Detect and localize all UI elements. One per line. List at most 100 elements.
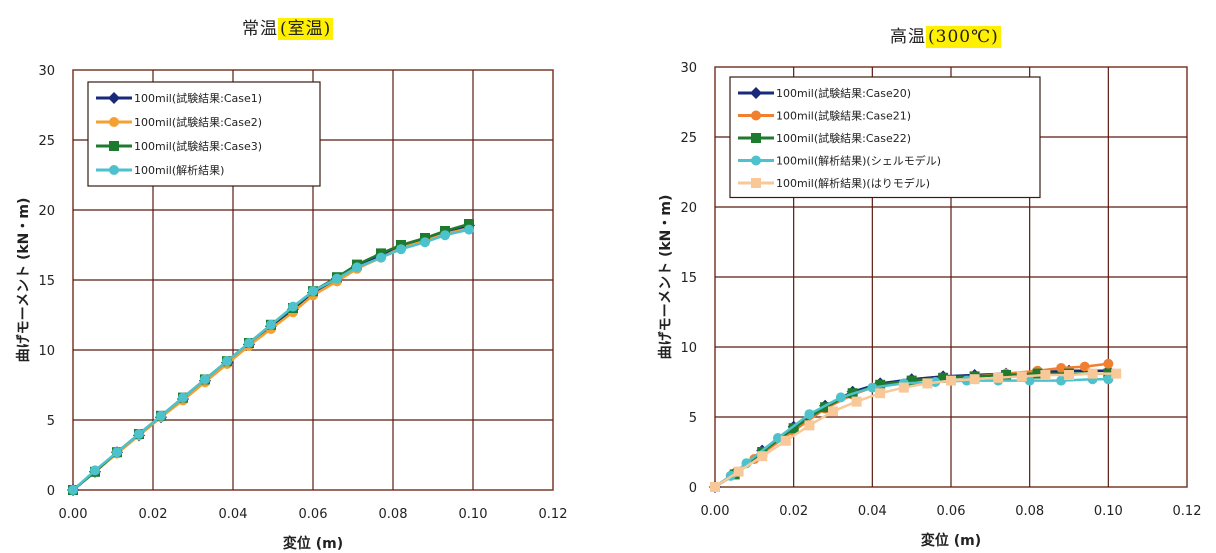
y-tick-label: 30 [38, 64, 55, 79]
legend-label: 100mil(解析結果)(はりモデル) [776, 176, 930, 190]
y-tick-label: 30 [680, 61, 697, 76]
series-4 [68, 224, 474, 495]
data-point [875, 388, 886, 399]
legend-item: 100mil(試験結果:Case21) [738, 109, 911, 123]
x-tick-label: 0.02 [779, 504, 808, 519]
legend-item: 100mil(試験結果:Case22) [738, 131, 911, 145]
data-point [308, 286, 318, 297]
x-tick-label: 0.10 [1094, 504, 1123, 519]
legend-item: 100mil(試験結果:Case3) [96, 139, 262, 153]
x-tick-label: 0.12 [1173, 504, 1202, 519]
legend-label: 100mil(試験結果:Case22) [776, 131, 911, 145]
data-point [906, 375, 917, 386]
data-point [898, 382, 909, 393]
chart-title: 常温 (室温) [242, 14, 334, 40]
data-point [804, 409, 815, 420]
x-axis-label: 変位 (m) [283, 535, 343, 552]
legend-box [729, 76, 1041, 199]
data-point [200, 374, 210, 385]
data-point [969, 374, 980, 385]
data-point [156, 410, 166, 421]
chart-title-highlight: (300℃) [926, 26, 1001, 48]
data-point [440, 230, 450, 241]
data-point [804, 420, 815, 431]
data-point [1103, 358, 1114, 369]
data-point [376, 252, 386, 263]
data-point [464, 219, 474, 229]
data-point [1040, 370, 1051, 380]
legend-marker [751, 155, 761, 166]
data-point [112, 447, 122, 458]
legend-label: 100mil(解析結果)(シェルモデル) [776, 154, 941, 168]
data-point [993, 372, 1004, 383]
legend-item: 100mil(試験結果:Case2) [96, 115, 262, 129]
legend-item: 100mil(解析結果)(シェルモデル) [738, 154, 941, 168]
y-tick-label: 25 [680, 131, 697, 146]
data-point [733, 466, 744, 477]
data-point [222, 356, 232, 367]
x-tick-label: 0.04 [219, 507, 248, 522]
y-axis-label: 曲げモーメント (kN・m) [657, 195, 674, 360]
data-point [1032, 368, 1043, 379]
legend-marker [109, 165, 119, 175]
legend-marker [750, 87, 762, 99]
data-point [710, 482, 720, 492]
legend-marker [109, 117, 119, 127]
y-tick-label: 20 [38, 204, 55, 219]
legend: 100mil(試験結果:Case1) 100mil(試験結果:Case2) 100m… [87, 81, 321, 187]
chart-title: 高温 (300℃) [890, 22, 1001, 48]
data-point [352, 262, 362, 273]
legend-item: 100mil(解析結果)(はりモデル) [738, 176, 930, 190]
legend: 100mil(試験結果:Case20) 100mil(試験結果:Case21) 10… [729, 76, 1041, 199]
y-tick-label: 25 [38, 134, 55, 149]
data-point [1056, 363, 1067, 373]
legend-marker [751, 110, 761, 121]
data-point [938, 372, 949, 383]
data-point [757, 451, 768, 462]
y-tick-label: 15 [38, 274, 55, 289]
legend-item: 100mil(解析結果) [96, 163, 224, 177]
chart-title-main: 高温 [890, 27, 926, 47]
data-point [68, 485, 78, 495]
data-point [835, 392, 846, 403]
x-tick-label: 0.00 [701, 504, 730, 519]
legend-item: 100mil(試験結果:Case1) [96, 91, 262, 105]
x-tick-label: 0.12 [539, 507, 568, 522]
legend-item: 100mil(試験結果:Case20) [738, 86, 911, 100]
chart-svg: 0.00 0.02 0.04 0.06 0.08 0.10 0.12 0 5 10 15 20 25 30… [15, 64, 568, 552]
legend-marker [109, 141, 119, 151]
data-point [464, 224, 474, 235]
data-point [90, 465, 100, 476]
x-tick-label: 0.02 [139, 507, 168, 522]
data-point [178, 392, 188, 403]
y-tick-label: 5 [47, 414, 55, 429]
x-axis-label: 変位 (m) [921, 532, 981, 549]
data-point [266, 319, 276, 330]
data-point [875, 379, 886, 390]
data-point [780, 435, 791, 446]
data-point [1024, 375, 1035, 386]
data-point [288, 301, 298, 312]
chart-panel-room-temperature: 常温 (室温) 0.00 0.02 0.04 0.06 0.08 0.10 0.12 0 5 10 1… [15, 14, 568, 552]
data-point [134, 429, 144, 439]
data-point [922, 378, 933, 389]
legend-marker [751, 133, 761, 143]
data-point [420, 237, 430, 248]
data-point [1056, 375, 1067, 386]
data-point [1079, 361, 1090, 372]
data-point [828, 406, 838, 417]
data-point [1064, 370, 1074, 380]
data-point [1087, 368, 1098, 379]
data-point [1016, 371, 1027, 382]
y-tick-label: 0 [47, 484, 55, 499]
legend-label: 100mil(試験結果:Case2) [134, 115, 262, 129]
data-point [772, 433, 783, 443]
y-tick-label: 20 [680, 201, 697, 216]
x-tick-label: 0.06 [299, 507, 328, 522]
data-point [1001, 370, 1012, 380]
legend-label: 100mil(試験結果:Case20) [776, 86, 911, 100]
series-5 [710, 368, 1122, 492]
legend-label: 100mil(解析結果) [134, 163, 224, 177]
data-point [396, 244, 406, 255]
y-tick-label: 5 [689, 411, 697, 426]
